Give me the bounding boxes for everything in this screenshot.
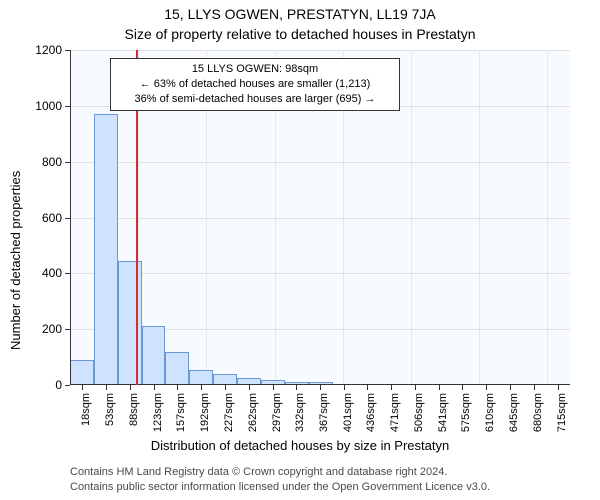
x-tick-label: 88sqm — [128, 393, 140, 443]
page-subtitle: Size of property relative to detached ho… — [0, 26, 600, 42]
x-tick-label: 332sqm — [294, 393, 306, 443]
x-tick-label: 123sqm — [152, 393, 164, 443]
x-tick-label: 227sqm — [223, 393, 235, 443]
x-tick-label: 471sqm — [389, 393, 401, 443]
x-tick-mark — [130, 385, 131, 390]
x-tick-label: 53sqm — [104, 393, 116, 443]
x-tick-label: 610sqm — [484, 393, 496, 443]
x-tick-mark — [296, 385, 297, 390]
x-tick-mark — [82, 385, 83, 390]
x-tick-label: 262sqm — [247, 393, 259, 443]
x-tick-label: 157sqm — [175, 393, 187, 443]
x-tick-label: 367sqm — [318, 393, 330, 443]
y-tick-label: 800 — [20, 155, 62, 169]
histogram-bar — [142, 326, 166, 385]
x-tick-label: 645sqm — [508, 393, 520, 443]
plot-area: 15 LLYS OGWEN: 98sqm← 63% of detached ho… — [70, 50, 570, 385]
x-tick-mark — [106, 385, 107, 390]
y-tick-label: 1200 — [20, 43, 62, 57]
x-tick-label: 715sqm — [556, 393, 568, 443]
x-tick-label: 192sqm — [199, 393, 211, 443]
histogram-bar — [118, 261, 142, 385]
chart-area: 15 LLYS OGWEN: 98sqm← 63% of detached ho… — [70, 50, 570, 385]
x-tick-label: 506sqm — [413, 393, 425, 443]
x-tick-mark — [439, 385, 440, 390]
x-tick-label: 575sqm — [460, 393, 472, 443]
y-tick-label: 1000 — [20, 99, 62, 113]
y-tick-label: 600 — [20, 211, 62, 225]
y-tick-label: 400 — [20, 266, 62, 280]
grid-horizontal — [70, 50, 570, 51]
info-box-line: 15 LLYS OGWEN: 98sqm — [117, 62, 393, 77]
y-tick-label: 200 — [20, 322, 62, 336]
x-tick-label: 680sqm — [532, 393, 544, 443]
grid-horizontal — [70, 162, 570, 163]
histogram-bar — [189, 370, 213, 385]
x-tick-mark — [320, 385, 321, 390]
x-tick-mark — [154, 385, 155, 390]
page-root: { "header": { "address_line": "15, LLYS … — [0, 0, 600, 500]
x-tick-label: 436sqm — [365, 393, 377, 443]
y-tick-label: 0 — [20, 378, 62, 392]
footer-line-2: Contains public sector information licen… — [70, 480, 580, 494]
info-box: 15 LLYS OGWEN: 98sqm← 63% of detached ho… — [110, 58, 400, 111]
x-tick-label: 401sqm — [342, 393, 354, 443]
x-tick-mark — [486, 385, 487, 390]
footer-line-1: Contains HM Land Registry data © Crown c… — [70, 465, 580, 479]
x-tick-mark — [462, 385, 463, 390]
x-tick-mark — [367, 385, 368, 390]
x-tick-mark — [177, 385, 178, 390]
grid-horizontal — [70, 273, 570, 274]
x-tick-mark — [415, 385, 416, 390]
x-tick-label: 297sqm — [271, 393, 283, 443]
x-tick-mark — [249, 385, 250, 390]
y-tick-mark — [65, 385, 70, 386]
footer-attribution: Contains HM Land Registry data © Crown c… — [70, 465, 580, 494]
page-title-address: 15, LLYS OGWEN, PRESTATYN, LL19 7JA — [0, 6, 600, 22]
x-tick-mark — [534, 385, 535, 390]
x-tick-mark — [391, 385, 392, 390]
histogram-bar — [70, 360, 94, 385]
x-tick-mark — [344, 385, 345, 390]
x-tick-mark — [558, 385, 559, 390]
x-tick-label: 541sqm — [437, 393, 449, 443]
info-box-line: ← 63% of detached houses are smaller (1,… — [117, 77, 393, 92]
histogram-bar — [165, 352, 189, 386]
histogram-bar — [94, 114, 118, 385]
grid-horizontal — [70, 218, 570, 219]
x-tick-mark — [510, 385, 511, 390]
x-tick-mark — [273, 385, 274, 390]
x-tick-mark — [201, 385, 202, 390]
x-tick-mark — [225, 385, 226, 390]
y-axis-line — [70, 50, 71, 385]
x-tick-label: 18sqm — [80, 393, 92, 443]
info-box-line: 36% of semi-detached houses are larger (… — [117, 92, 393, 107]
